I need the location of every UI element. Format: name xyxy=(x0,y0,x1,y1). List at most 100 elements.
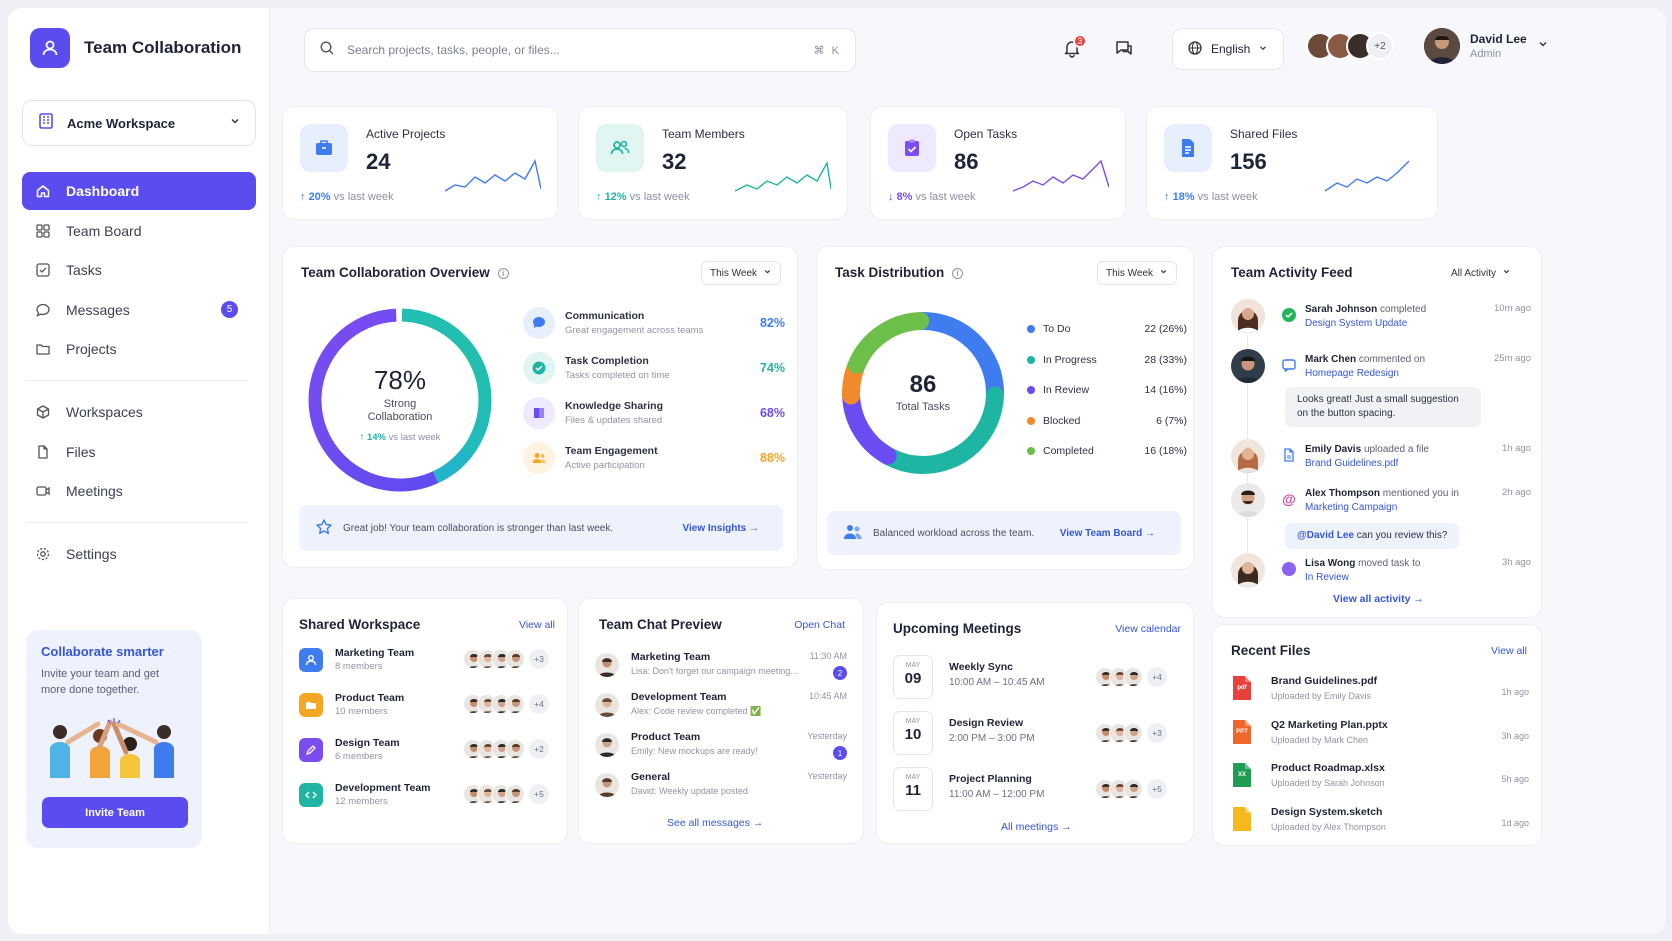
file-time: 5h ago xyxy=(1501,774,1529,784)
files-view-all-link[interactable]: View all xyxy=(1491,645,1527,657)
workspace-row[interactable]: Marketing Team 8 members xyxy=(299,647,414,672)
sparkline xyxy=(1013,159,1109,192)
nav-item-workspaces[interactable]: Workspaces xyxy=(22,393,256,431)
workspace-row[interactable]: Development Team 12 members xyxy=(299,782,431,807)
shortcut-hint: ⌘ K xyxy=(813,44,841,57)
stat-card-active-projects[interactable]: Active Projects 24 ↑ 20% vs last week xyxy=(282,106,558,220)
view-calendar-link[interactable]: View calendar xyxy=(1115,623,1181,635)
nav-item-files[interactable]: Files xyxy=(22,433,256,471)
activity-target-link[interactable]: In Review xyxy=(1305,572,1349,583)
sparkline xyxy=(445,159,541,192)
meeting-row[interactable]: MAY 11 Project Planning 11:00 AM – 12:00 PM xyxy=(893,767,1181,811)
file-uploader: Uploaded by Alex Thompson xyxy=(1271,821,1386,832)
nav-item-team-board[interactable]: Team Board xyxy=(22,212,256,250)
view-all-activity-link[interactable]: View all activity → xyxy=(1333,593,1424,605)
activity-target-link[interactable]: Brand Guidelines.pdf xyxy=(1305,458,1399,469)
app-window: Team Collaboration Acme Workspace Dashbo… xyxy=(8,8,1666,934)
member-avatars[interactable]: +4 xyxy=(1095,667,1167,687)
banner-text: Balanced workload across the team. xyxy=(873,527,1035,539)
chat-bubbles-icon xyxy=(1114,38,1134,63)
activity-target-link[interactable]: Homepage Redesign xyxy=(1305,368,1399,379)
search-input[interactable] xyxy=(347,43,802,57)
meeting-date: MAY 10 xyxy=(893,711,933,755)
shared-view-all-link[interactable]: View all xyxy=(519,619,555,631)
workspace-selector[interactable]: Acme Workspace xyxy=(22,100,256,146)
file-name: Design System.sketch xyxy=(1271,805,1383,818)
file-row[interactable]: pdf Brand Guidelines.pdf Uploaded by Emily… xyxy=(1231,673,1529,709)
language-label: English xyxy=(1211,42,1251,56)
nav-item-meetings[interactable]: Meetings xyxy=(22,472,256,510)
file-uploader: Uploaded by Sarah Johnson xyxy=(1271,778,1385,788)
language-selector[interactable]: English xyxy=(1172,28,1284,70)
nav-item-settings[interactable]: Settings xyxy=(22,535,256,573)
team-icon xyxy=(843,523,863,544)
pencil-icon xyxy=(299,737,323,762)
view-insights-link[interactable]: View Insights → xyxy=(682,522,759,534)
file-icon xyxy=(34,443,52,461)
workspace-row[interactable]: Design Team 6 members xyxy=(299,737,400,762)
team-chat-card: Team Chat Preview Open Chat Marketing Te… xyxy=(578,598,864,844)
at-icon: @ xyxy=(1282,491,1296,507)
member-avatars[interactable]: +5 xyxy=(463,784,549,804)
chat-row[interactable]: General David: Weekly update posted Yester… xyxy=(595,771,847,807)
search-icon xyxy=(319,40,335,61)
activity-target-link[interactable]: Design System Update xyxy=(1305,318,1408,329)
member-avatars[interactable]: +4 xyxy=(463,694,549,714)
file-row[interactable]: XX Product Roadmap.xlsx Uploaded by Sarah … xyxy=(1231,760,1529,796)
workspace-row[interactable]: Product Team 10 members xyxy=(299,692,404,717)
user-profile-menu[interactable]: David Lee Admin xyxy=(1424,28,1549,64)
chat-row[interactable]: Product Team Emily: New mockups are ready… xyxy=(595,731,847,767)
delta-value: 8% xyxy=(896,191,913,203)
file-row[interactable]: Design System.sketch Uploaded by Alex Tho… xyxy=(1231,804,1529,840)
activity-item[interactable]: Lisa Wong moved task to In Review 3h ago xyxy=(1231,553,1531,593)
sidebar: Team Collaboration Acme Workspace Dashbo… xyxy=(8,8,270,934)
feed-title: Team Activity Feed xyxy=(1231,265,1353,280)
notifications-button[interactable]: 3 xyxy=(1056,34,1088,66)
users-icon xyxy=(596,124,644,172)
see-all-messages-link[interactable]: See all messages → xyxy=(667,817,764,829)
stat-title: Active Projects xyxy=(366,127,446,141)
overview-period-dropdown[interactable]: This Week xyxy=(701,261,782,285)
chat-row[interactable]: Development Team Alex: Code review comple… xyxy=(595,691,847,727)
open-chat-link[interactable]: Open Chat xyxy=(794,619,845,631)
view-team-board-link[interactable]: View Team Board → xyxy=(1059,527,1155,539)
activity-item[interactable]: Mark Chen commented on Homepage Redesign … xyxy=(1231,349,1531,435)
stat-card-open-tasks[interactable]: Open Tasks 86 ↓ 8% vs last week xyxy=(870,106,1126,220)
nav-item-dashboard[interactable]: Dashboard xyxy=(22,172,256,210)
stat-card-team-members[interactable]: Team Members 32 ↑ 12% vs last week xyxy=(578,106,848,220)
tasks-period-dropdown[interactable]: This Week xyxy=(1097,261,1178,285)
online-team-avatars[interactable]: +2 xyxy=(1306,32,1394,60)
activity-target-link[interactable]: Marketing Campaign xyxy=(1305,502,1398,513)
file-uploader: Uploaded by Emily Davis xyxy=(1271,691,1372,701)
nav-item-projects[interactable]: Projects xyxy=(22,330,256,368)
file-row[interactable]: PPT Q2 Marketing Plan.pptx Uploaded by Mar… xyxy=(1231,717,1529,753)
activity-filter-dropdown[interactable]: All Activity xyxy=(1443,261,1520,285)
member-avatars[interactable]: +2 xyxy=(463,739,549,759)
nav-label: Messages xyxy=(66,301,130,318)
activity-item[interactable]: @ Alex Thompson mentioned you in Marketin… xyxy=(1231,483,1531,553)
nav-item-messages[interactable]: Messages 5 xyxy=(22,291,256,329)
meeting-row[interactable]: MAY 10 Design Review 2:00 PM – 3:00 PM xyxy=(893,711,1181,755)
activity-text: Alex Thompson mentioned you in Marketing … xyxy=(1305,488,1459,513)
dropdown-label: This Week xyxy=(1106,267,1154,279)
all-meetings-link[interactable]: All meetings → xyxy=(1001,821,1072,833)
member-avatars[interactable]: +5 xyxy=(1095,779,1167,799)
activity-item[interactable]: Emily Davis uploaded a file Brand Guideli… xyxy=(1231,439,1531,479)
search-bar[interactable]: ⌘ K xyxy=(304,28,856,72)
member-avatars[interactable]: +3 xyxy=(1095,723,1167,743)
member-avatars[interactable]: +3 xyxy=(463,649,549,669)
invite-team-button[interactable]: Invite Team xyxy=(42,797,188,828)
status-dot-icon xyxy=(1281,561,1297,577)
file-ext: pdf xyxy=(1237,685,1247,691)
stat-title: Team Members xyxy=(662,127,745,141)
info-icon: i xyxy=(952,267,964,279)
activity-item[interactable]: Sarah Johnson completed Design System Upd… xyxy=(1231,299,1531,339)
messages-button[interactable] xyxy=(1108,34,1140,66)
chat-row[interactable]: Marketing Team Lisa: Don't forget our cam… xyxy=(595,651,847,687)
globe-icon xyxy=(1187,40,1203,59)
nav-item-tasks[interactable]: Tasks xyxy=(22,251,256,289)
folder-icon xyxy=(299,692,323,717)
legend-value: 28 (33%) xyxy=(1144,353,1187,366)
stat-card-shared-files[interactable]: Shared Files 156 ↑ 18% vs last week xyxy=(1146,106,1438,220)
meeting-row[interactable]: MAY 09 Weekly Sync 10:00 AM – 10:45 AM xyxy=(893,655,1181,699)
